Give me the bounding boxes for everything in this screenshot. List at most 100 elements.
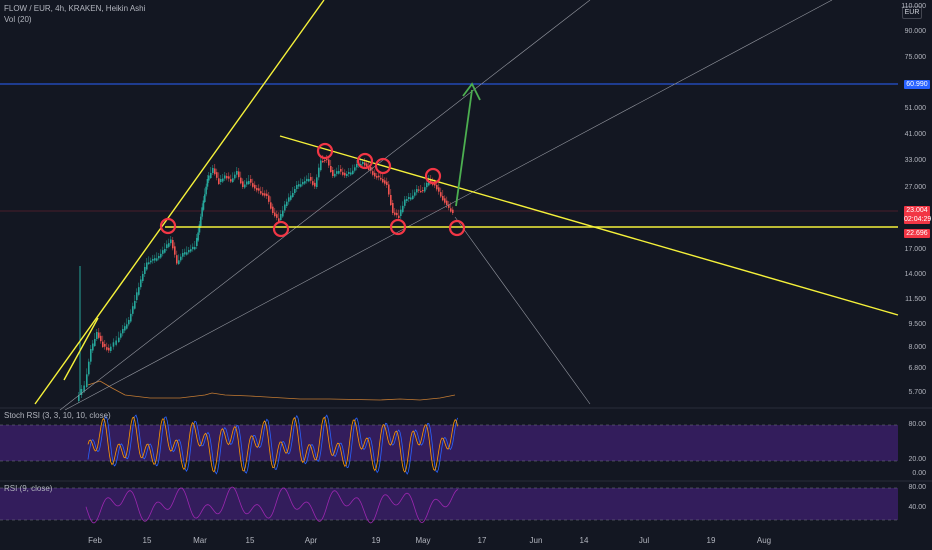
volume-legend[interactable]: Vol (20) xyxy=(4,15,32,24)
touch-circle[interactable] xyxy=(389,218,407,236)
candle-body xyxy=(320,160,322,171)
candle-body xyxy=(226,176,228,179)
candle-body xyxy=(238,171,240,178)
candle-body xyxy=(204,194,206,202)
candle-body xyxy=(294,189,296,193)
chart-title[interactable]: FLOW / EUR, 4h, KRAKEN, Heikin Ashi xyxy=(4,4,146,13)
price-tick: 90.000 xyxy=(904,28,926,35)
candle-body xyxy=(296,185,298,189)
candle-body xyxy=(256,188,258,191)
candle-body xyxy=(310,177,312,181)
touch-circle[interactable] xyxy=(159,217,177,235)
trend-line[interactable] xyxy=(63,317,99,381)
candle-body xyxy=(234,174,236,179)
time-label: Mar xyxy=(193,536,207,545)
candle-body xyxy=(92,343,94,351)
time-label: Jun xyxy=(529,536,543,545)
touch-circle[interactable] xyxy=(424,167,442,185)
candle-body xyxy=(292,193,294,197)
candle-body xyxy=(452,209,454,213)
candle-body xyxy=(180,256,182,261)
candle-body xyxy=(286,201,288,206)
touch-circles[interactable] xyxy=(159,142,466,238)
candle-body xyxy=(236,171,238,175)
candle-body xyxy=(434,182,436,186)
rsi-tick: 80.00 xyxy=(908,484,926,491)
candle-body xyxy=(360,164,362,166)
candle-body xyxy=(172,240,174,249)
candle-body xyxy=(262,193,264,196)
candle-body xyxy=(126,324,128,329)
candle-body xyxy=(218,178,220,184)
projection-arrow[interactable] xyxy=(455,89,473,207)
time-label: Apr xyxy=(304,536,318,545)
current-price-tag[interactable]: 23.004 02:04:29 xyxy=(904,206,931,224)
candle-body xyxy=(380,177,382,180)
candle-body xyxy=(266,193,268,196)
touch-circle[interactable] xyxy=(356,152,374,170)
touch-circle[interactable] xyxy=(272,220,290,238)
candle-body xyxy=(224,175,226,179)
candle-body xyxy=(232,178,234,182)
descending-trend-line[interactable] xyxy=(279,135,899,316)
candle-body xyxy=(414,192,416,196)
candle-body xyxy=(260,191,262,194)
candle-body xyxy=(252,183,254,187)
candle-body xyxy=(398,215,400,218)
candle-body xyxy=(174,246,176,255)
candle-body xyxy=(94,339,96,346)
support-price-tag[interactable]: 22.696 xyxy=(904,229,930,238)
candle-body xyxy=(436,185,438,190)
touch-circle[interactable] xyxy=(448,219,466,237)
candle-body xyxy=(128,320,130,325)
candle-body xyxy=(420,191,422,193)
candle-body xyxy=(182,253,184,257)
candle-body xyxy=(214,168,216,175)
candle-body xyxy=(410,197,412,200)
candle-body xyxy=(364,162,366,166)
fan-line[interactable] xyxy=(59,0,591,411)
candle-body xyxy=(326,159,328,161)
candle-body xyxy=(201,207,203,217)
candle-body xyxy=(378,175,380,178)
touch-circle[interactable] xyxy=(374,157,392,175)
candle-body xyxy=(382,179,384,183)
candle-body xyxy=(390,195,392,205)
trend-line[interactable] xyxy=(34,0,325,405)
time-label: Jul xyxy=(638,536,650,545)
price-tick: 11.500 xyxy=(905,296,926,303)
currency-button[interactable]: EUR xyxy=(902,6,922,19)
touch-circle[interactable] xyxy=(316,142,334,160)
fan-line[interactable] xyxy=(454,216,591,405)
candle-body xyxy=(100,335,102,342)
candle-body xyxy=(162,250,164,254)
candle-body xyxy=(404,199,406,206)
candle-body xyxy=(142,274,144,281)
candle-body xyxy=(192,246,194,250)
stoch-rsi-legend[interactable]: Stoch RSI (3, 3, 10, 10, close) xyxy=(4,411,111,420)
candle-body xyxy=(240,177,242,184)
candle-body xyxy=(268,195,270,202)
candle-body xyxy=(388,184,390,195)
candle-body xyxy=(272,206,274,213)
candle-body xyxy=(118,337,120,342)
candle-body xyxy=(136,292,138,300)
candle-body xyxy=(408,197,410,199)
candle-body xyxy=(164,249,166,253)
candle-body xyxy=(302,182,304,185)
candle-body xyxy=(374,172,376,177)
candle-body xyxy=(202,200,205,210)
candle-body xyxy=(362,162,364,164)
volume-line xyxy=(87,380,456,401)
horizontal-line-price-tag[interactable]: 60.990 xyxy=(904,80,930,89)
candle-body xyxy=(352,170,354,174)
fan-line[interactable] xyxy=(64,0,833,411)
candle-body xyxy=(264,193,266,196)
candle-body xyxy=(146,262,148,270)
candle-body xyxy=(88,361,90,375)
candle-body xyxy=(350,172,352,175)
rsi-legend[interactable]: RSI (9, close) xyxy=(4,484,53,493)
price-tick: 41.000 xyxy=(904,131,926,138)
